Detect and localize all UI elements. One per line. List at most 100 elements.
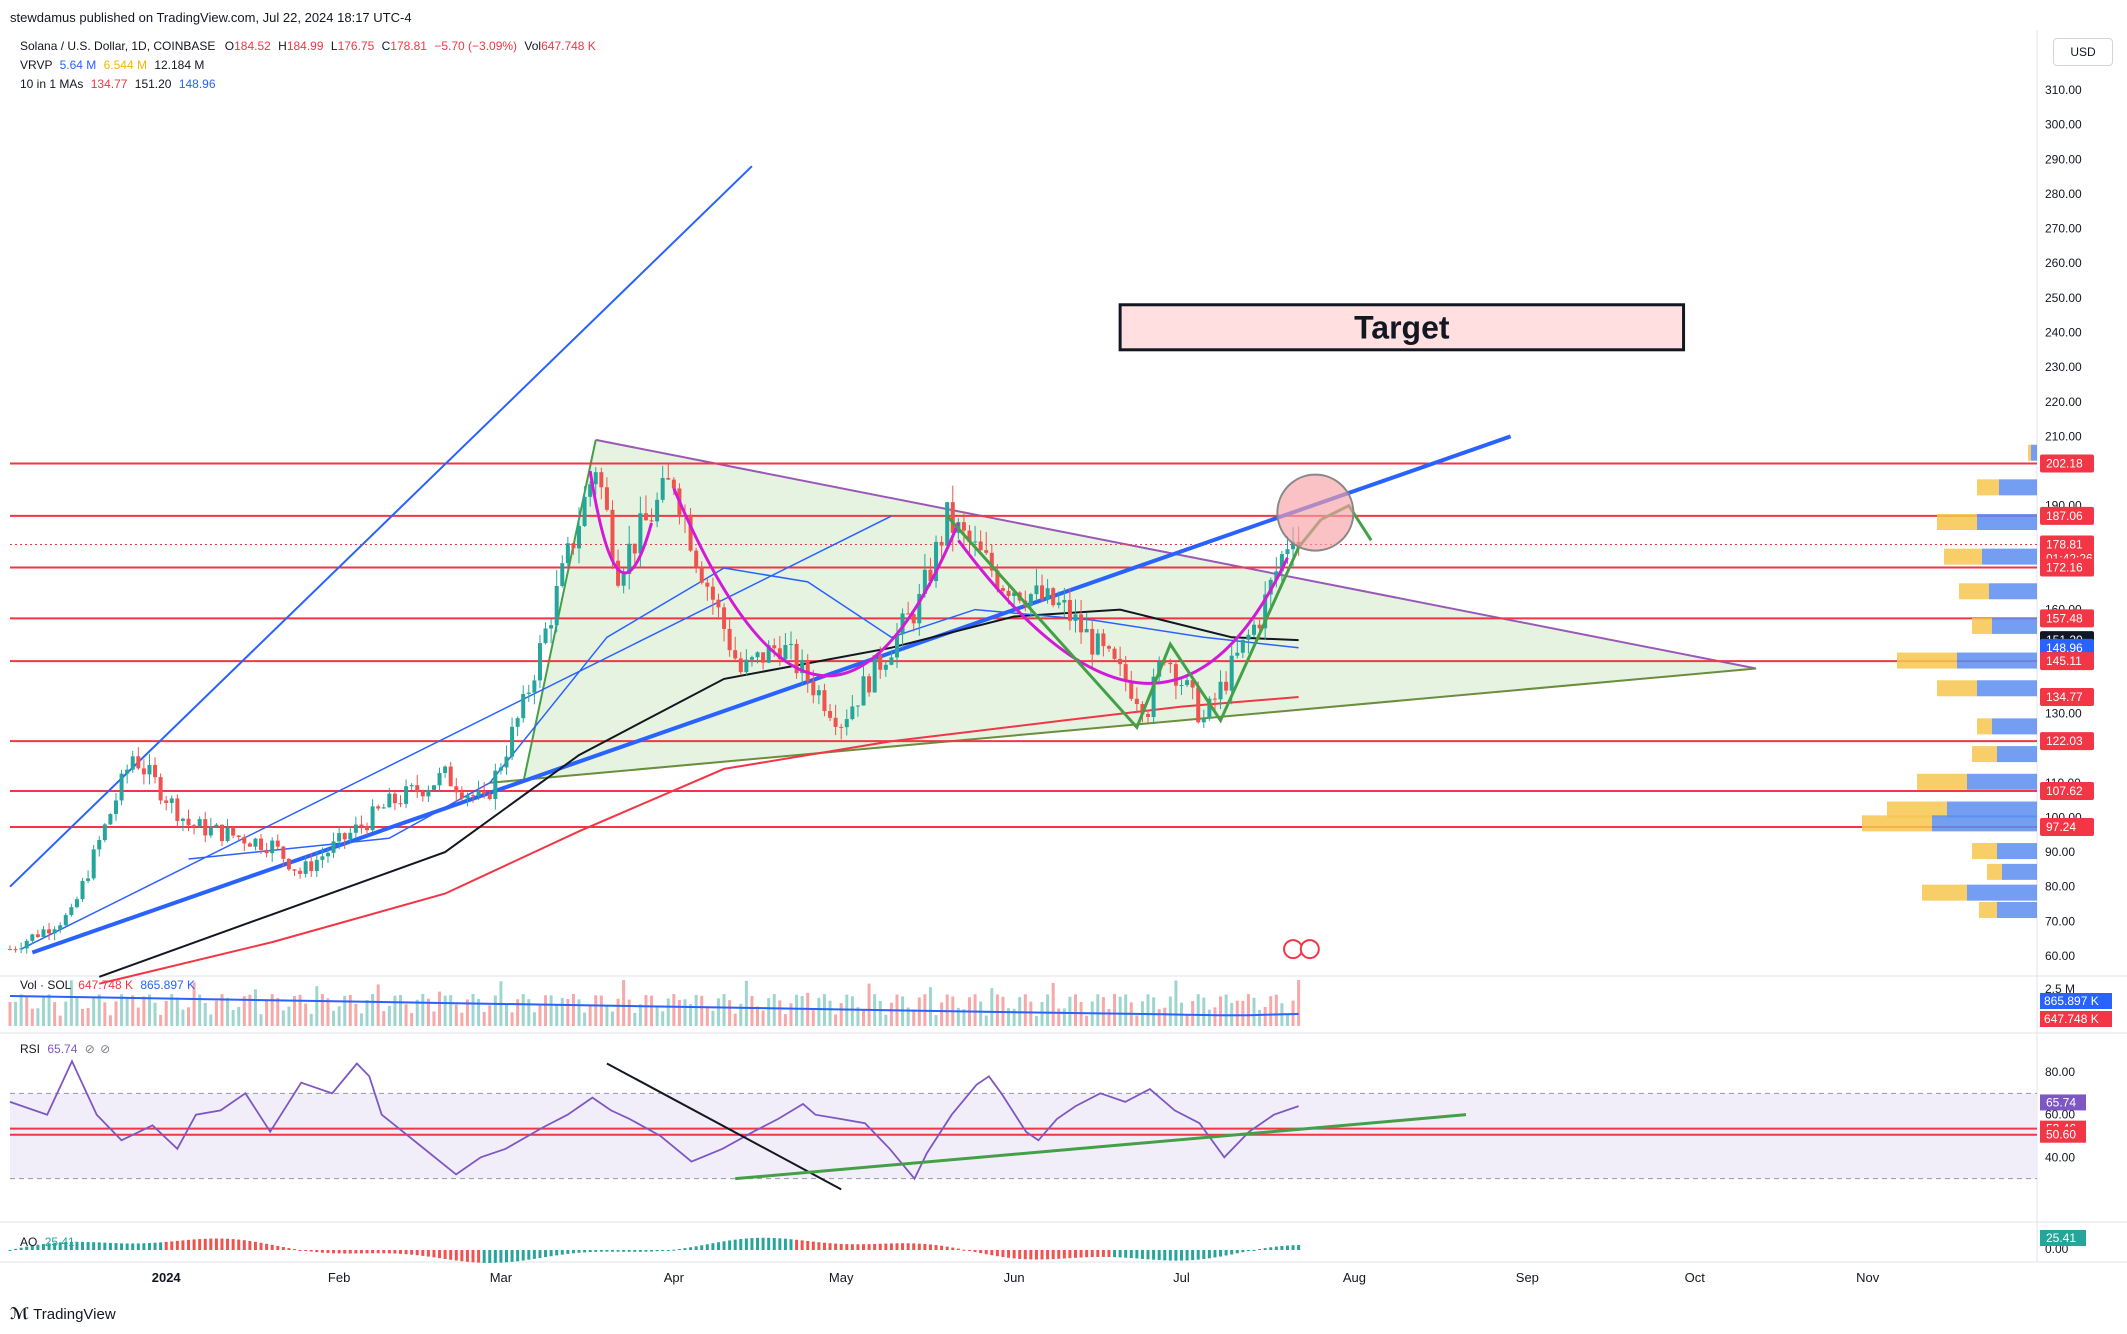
rsi-pane[interactable] xyxy=(9,1059,2037,1191)
volume-bar xyxy=(64,1001,68,1026)
volume-bar xyxy=(153,1002,157,1026)
time-tick-label: Apr xyxy=(664,1270,685,1285)
ao-bar xyxy=(577,1250,581,1253)
ao-bar xyxy=(622,1250,626,1252)
ao-bar xyxy=(371,1250,375,1254)
currency-button[interactable]: USD xyxy=(2053,38,2113,66)
main-price-pane[interactable]: Target xyxy=(8,165,2037,985)
candle-body xyxy=(309,861,314,872)
ao-bar xyxy=(917,1243,921,1250)
news-flag-icon-2[interactable] xyxy=(1299,939,1320,960)
volume-bar xyxy=(220,994,224,1026)
ao-bar xyxy=(1012,1250,1016,1259)
volume-bar xyxy=(1202,997,1206,1026)
volume-bar xyxy=(811,1010,815,1026)
ao-pane[interactable] xyxy=(8,1237,1301,1263)
candle-body xyxy=(387,793,392,808)
candle-body xyxy=(727,628,732,651)
volume-bar xyxy=(170,994,174,1026)
ao-bar xyxy=(203,1238,207,1250)
volume-bar xyxy=(125,997,129,1026)
volume-bar xyxy=(1207,1009,1211,1026)
ao-bar xyxy=(789,1239,793,1250)
candle-body xyxy=(1146,713,1151,718)
ao-bar xyxy=(594,1250,598,1252)
ma-legend[interactable]: 10 in 1 MAs 134.77 151.20 148.96 xyxy=(20,77,216,91)
volume-pane[interactable] xyxy=(8,980,1301,1026)
rsi-legend[interactable]: RSI 65.74 ⊘ ⊘ xyxy=(20,1042,110,1056)
volume-bar xyxy=(387,1005,391,1026)
vrvp-legend[interactable]: VRVP 5.64 M 6.544 M 12.184 M xyxy=(20,58,204,72)
ao-bar xyxy=(945,1246,949,1250)
rsi-value: 65.74 xyxy=(47,1042,78,1056)
volume-bar xyxy=(1263,1007,1267,1026)
volume-bar xyxy=(309,1013,313,1026)
rsi-tick-label: 80.00 xyxy=(2045,1065,2075,1079)
ao-bar xyxy=(1196,1250,1200,1260)
ao-bar xyxy=(1129,1250,1133,1259)
ao-legend[interactable]: AO 25.41 xyxy=(20,1235,75,1249)
volume-bar xyxy=(694,994,698,1026)
candle-body xyxy=(1263,594,1268,629)
candle-body xyxy=(1073,614,1078,621)
candle-body xyxy=(1212,698,1217,700)
candle-body xyxy=(894,634,899,658)
candle-body xyxy=(632,543,637,554)
candle-body xyxy=(1040,585,1045,600)
ao-bar xyxy=(666,1250,670,1251)
candle-body xyxy=(102,824,107,841)
candle-body xyxy=(744,659,749,673)
volume-bar xyxy=(834,1014,838,1026)
inner-channel-line xyxy=(20,515,892,950)
volume-bar xyxy=(136,1007,140,1026)
volume-bar xyxy=(443,995,447,1026)
tradingview-logo-icon: ℳ xyxy=(10,1306,29,1323)
candle-body xyxy=(192,825,197,827)
ao-bar xyxy=(1263,1248,1267,1250)
ao-bar xyxy=(231,1239,235,1250)
ao-bar xyxy=(650,1250,654,1252)
rsi-line xyxy=(9,1059,1299,1181)
volume-bar xyxy=(1012,1008,1016,1026)
volume-legend[interactable]: Vol · SOL 647.748 K 865.897 K xyxy=(20,978,195,992)
ao-bar xyxy=(1034,1250,1038,1260)
candle-body xyxy=(465,795,470,799)
volume-bar xyxy=(917,997,921,1026)
candle-body xyxy=(989,552,994,571)
ao-bar xyxy=(845,1244,849,1250)
vp-down-bar xyxy=(1862,815,1932,832)
eye-icon[interactable]: ⊘ xyxy=(84,1042,95,1056)
candle-body xyxy=(242,837,247,844)
candle-body xyxy=(577,525,582,549)
candle-body xyxy=(281,846,286,859)
tradingview-brand[interactable]: ℳ TradingView xyxy=(10,1304,116,1324)
news-flag-icon[interactable] xyxy=(1283,939,1304,960)
candle-body xyxy=(1168,662,1173,665)
ao-bar xyxy=(454,1250,458,1261)
volume-bar xyxy=(326,998,330,1026)
price-badge xyxy=(2040,652,2094,671)
volume-bar xyxy=(270,994,274,1026)
candle-body xyxy=(208,826,213,836)
price-tick-label: 60.00 xyxy=(2045,949,2075,963)
volume-bar xyxy=(371,994,375,1026)
ao-bar xyxy=(633,1250,637,1252)
symbol-legend[interactable]: Solana / U.S. Dollar, 1D, COINBASE O184.… xyxy=(20,39,596,53)
volume-bar xyxy=(728,1000,732,1026)
ao-bar xyxy=(873,1243,877,1250)
ao-bar xyxy=(1280,1246,1284,1250)
volume-bar xyxy=(566,998,570,1026)
eye-icon-2[interactable]: ⊘ xyxy=(100,1042,111,1056)
volume-bar xyxy=(1023,994,1027,1026)
ao-bar xyxy=(1258,1249,1262,1251)
candle-body xyxy=(1218,681,1223,700)
ao-bar xyxy=(1051,1250,1055,1260)
vp-up-bar xyxy=(1967,773,2037,790)
candle-body xyxy=(136,756,141,769)
ao-bar xyxy=(47,1243,51,1250)
volume-bar xyxy=(265,1000,269,1026)
candle-body xyxy=(699,567,704,583)
volume-bar xyxy=(733,1013,737,1026)
open-label: O xyxy=(224,39,235,53)
